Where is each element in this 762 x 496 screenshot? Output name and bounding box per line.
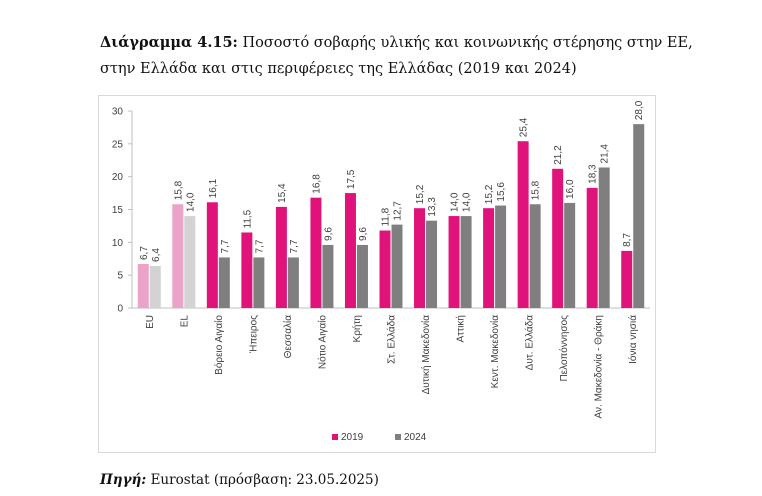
category-label: Αττική bbox=[455, 315, 467, 342]
caption-lead: Διάγραμμα 4.15: bbox=[100, 34, 238, 51]
caption-line1: Ποσοστό σοβαρής υλικής και κοινωνικής στ… bbox=[242, 35, 693, 51]
bar-2024 bbox=[598, 167, 610, 308]
bar-2024 bbox=[287, 257, 299, 308]
category-label: Ήπειρος bbox=[248, 315, 259, 354]
category-label: Δυτική Μακεδονία bbox=[420, 315, 432, 395]
data-label-2024: 28,0 bbox=[634, 100, 645, 120]
data-label-2019: 14,0 bbox=[450, 192, 461, 212]
data-label-2024: 12,7 bbox=[393, 201, 404, 221]
caption-line2: στην Ελλάδα και στις περιφέρειες της Ελλ… bbox=[100, 61, 577, 77]
bar-2019 bbox=[517, 141, 529, 308]
data-label-2019: 18,3 bbox=[588, 164, 599, 184]
y-tick-label: 0 bbox=[117, 304, 123, 315]
category-label: Πελοπόννησος bbox=[558, 315, 570, 382]
data-label-2024: 14,0 bbox=[185, 192, 196, 212]
bar-2024 bbox=[149, 265, 161, 308]
category-label: Νότιο Αιγαίο bbox=[316, 315, 328, 369]
data-label-2019: 17,5 bbox=[346, 169, 357, 189]
data-label-2019: 8,7 bbox=[622, 233, 633, 247]
chart-caption: Διάγραμμα 4.15: Ποσοστό σοβαρής υλικής κ… bbox=[100, 30, 740, 82]
data-label-2019: 6,7 bbox=[139, 246, 150, 260]
category-label: Δυτ. Ελλάδα bbox=[524, 315, 536, 371]
data-label-2019: 16,1 bbox=[208, 178, 219, 198]
bar-2019 bbox=[275, 206, 287, 308]
data-label-2024: 15,6 bbox=[496, 182, 507, 202]
data-label-2019: 15,2 bbox=[484, 184, 495, 204]
bar-2019 bbox=[310, 197, 322, 308]
data-label-2024: 7,7 bbox=[254, 239, 265, 253]
y-tick-label: 25 bbox=[112, 139, 124, 150]
legend-swatch-2019 bbox=[332, 434, 338, 440]
category-label: Ιόνια νησιά bbox=[627, 315, 639, 364]
data-label-2024: 9,6 bbox=[358, 227, 369, 241]
data-label-2019: 15,4 bbox=[277, 183, 288, 203]
y-tick-label: 20 bbox=[112, 172, 124, 183]
bar-2019 bbox=[414, 208, 426, 308]
bar-2019 bbox=[137, 264, 149, 308]
category-label: Αν. Μακεδονία - Θράκη bbox=[593, 315, 605, 418]
bar-2019 bbox=[586, 187, 598, 308]
bar-2024 bbox=[426, 220, 438, 308]
category-label: Βόρειο Αιγαίο bbox=[213, 315, 225, 375]
y-tick-label: 5 bbox=[117, 271, 123, 282]
source-note: Πηγή: Eurostat (πρόσβαση: 23.05.2025) bbox=[100, 472, 379, 488]
chart-frame: 0 5 10 15 20 25 30 6,7 6,4 EU 15,8 14,0 EL 16,1 7,7 Βόρ… bbox=[98, 95, 656, 453]
data-label-2019: 11,5 bbox=[242, 209, 253, 228]
source-text: Eurostat (πρόσβαση: 23.05.2025) bbox=[150, 472, 379, 488]
bar-2024 bbox=[356, 244, 368, 308]
data-label-2024: 9,6 bbox=[323, 227, 334, 241]
bar-2019 bbox=[172, 204, 184, 308]
bar-2024 bbox=[460, 216, 472, 308]
data-label-2024: 16,0 bbox=[565, 179, 576, 199]
legend-label-2019: 2019 bbox=[341, 432, 364, 443]
bar-2019 bbox=[241, 232, 253, 308]
data-label-2024: 15,8 bbox=[531, 180, 542, 200]
data-label-2024: 7,7 bbox=[289, 239, 300, 253]
category-label: EL bbox=[179, 315, 190, 328]
data-label-2024: 7,7 bbox=[220, 239, 231, 253]
bar-2024 bbox=[495, 205, 507, 308]
bar-2024 bbox=[184, 216, 196, 308]
category-label: Στ. Ελλάδα bbox=[386, 315, 398, 364]
bar-2024 bbox=[322, 244, 334, 308]
category-label: Κεντ. Μακεδονία bbox=[489, 315, 501, 389]
bar-2024 bbox=[218, 257, 230, 308]
data-label-2024: 14,0 bbox=[462, 192, 473, 212]
data-label-2024: 6,4 bbox=[151, 248, 162, 262]
bar-2019 bbox=[552, 168, 564, 308]
bar-2024 bbox=[564, 202, 576, 308]
source-lead: Πηγή: bbox=[100, 472, 147, 488]
bar-2019 bbox=[448, 216, 460, 308]
bar-2019 bbox=[206, 202, 218, 308]
data-label-2019: 16,8 bbox=[311, 174, 322, 194]
category-label: EU bbox=[145, 315, 156, 329]
bar-2024 bbox=[529, 204, 541, 308]
category-label: Κρήτη bbox=[351, 315, 363, 342]
y-tick-label: 15 bbox=[112, 205, 124, 216]
data-label-2019: 15,8 bbox=[173, 180, 184, 200]
bar-2019 bbox=[621, 250, 633, 308]
bar-2019 bbox=[344, 193, 356, 308]
data-label-2019: 15,2 bbox=[415, 184, 426, 204]
data-label-2019: 11,8 bbox=[381, 207, 392, 226]
bar-2019 bbox=[483, 208, 495, 308]
data-label-2024: 13,3 bbox=[427, 197, 438, 217]
y-tick-label: 10 bbox=[112, 238, 124, 249]
legend-label-2024: 2024 bbox=[404, 432, 427, 443]
category-label: Θεσσαλία bbox=[282, 315, 294, 359]
legend-swatch-2024 bbox=[395, 434, 401, 440]
data-label-2024: 21,4 bbox=[600, 144, 611, 164]
bar-2024 bbox=[633, 124, 645, 308]
y-tick-label: 30 bbox=[112, 107, 124, 118]
bar-2019 bbox=[379, 230, 391, 308]
bar-2024 bbox=[391, 224, 403, 308]
data-label-2019: 25,4 bbox=[519, 117, 530, 137]
data-label-2019: 21,2 bbox=[553, 145, 564, 165]
bar-2024 bbox=[253, 257, 265, 308]
